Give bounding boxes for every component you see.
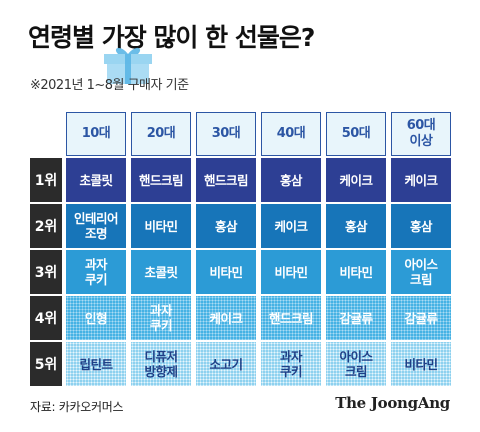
rank-label: 4위: [30, 296, 62, 340]
column-header: 30대: [196, 112, 256, 156]
table-cell: 인형: [66, 296, 126, 340]
brand-logo: The JoongAng: [335, 394, 450, 412]
table-cell: 과자 쿠키: [66, 250, 126, 294]
rank-label: 2위: [30, 204, 62, 248]
table-cell: 아이스 크림: [391, 250, 451, 294]
table-row: 5위 립틴트 디퓨저 방향제 소고기 과자 쿠키 아이스 크림 비타민: [30, 342, 458, 386]
table-cell: 립틴트: [66, 342, 126, 386]
header-row: 10대 20대 30대 40대 50대 60대 이상: [30, 112, 458, 156]
rank-label: 1위: [30, 158, 62, 202]
column-header: 10대: [66, 112, 126, 156]
table-cell: 케이크: [196, 296, 256, 340]
table-cell: 과자 쿠키: [261, 342, 321, 386]
table-cell: 소고기: [196, 342, 256, 386]
table-cell: 비타민: [196, 250, 256, 294]
table-cell: 비타민: [391, 342, 451, 386]
table-cell: 핸드크림: [196, 158, 256, 202]
table-cell: 홍삼: [261, 158, 321, 202]
table-cell: 감귤류: [326, 296, 386, 340]
table-cell: 감귤류: [391, 296, 451, 340]
table-cell: 홍삼: [196, 204, 256, 248]
table-cell: 초콜릿: [66, 158, 126, 202]
table-row: 4위 인형 과자 쿠키 케이크 핸드크림 감귤류 감귤류: [30, 296, 458, 340]
table-row: 2위 인테리어 조명 비타민 홍삼 케이크 홍삼 홍삼: [30, 204, 458, 248]
table-cell: 케이크: [261, 204, 321, 248]
table-cell: 핸드크림: [131, 158, 191, 202]
table-row: 3위 과자 쿠키 초콜릿 비타민 비타민 비타민 아이스 크림: [30, 250, 458, 294]
table-cell: 디퓨저 방향제: [131, 342, 191, 386]
table-cell: 과자 쿠키: [131, 296, 191, 340]
column-header: 40대: [261, 112, 321, 156]
table-cell: 케이크: [326, 158, 386, 202]
table-cell: 초콜릿: [131, 250, 191, 294]
column-header: 60대 이상: [391, 112, 451, 156]
table-cell: 비타민: [261, 250, 321, 294]
source-note: 자료: 카카오커머스: [30, 400, 124, 414]
table-cell: 비타민: [131, 204, 191, 248]
rank-label: 5위: [30, 342, 62, 386]
subtitle: ※2021년 1~8월 구매자 기준: [30, 78, 189, 93]
column-header: 20대: [131, 112, 191, 156]
page-title: 연령별 가장 많이 한 선물은?: [28, 23, 315, 52]
gift-box-icon: [104, 47, 152, 84]
table-cell: 핸드크림: [261, 296, 321, 340]
table-cell: 홍삼: [326, 204, 386, 248]
table-cell: 비타민: [326, 250, 386, 294]
table-cell: 아이스 크림: [326, 342, 386, 386]
column-header: 50대: [326, 112, 386, 156]
rank-label: 3위: [30, 250, 62, 294]
table-cell: 홍삼: [391, 204, 451, 248]
table-cell: 케이크: [391, 158, 451, 202]
table-cell: 인테리어 조명: [66, 204, 126, 248]
table-row: 1위 초콜릿 핸드크림 핸드크림 홍삼 케이크 케이크: [30, 158, 458, 202]
gift-ranking-table: 10대 20대 30대 40대 50대 60대 이상 1위 초콜릿 핸드크림 핸…: [30, 112, 458, 388]
